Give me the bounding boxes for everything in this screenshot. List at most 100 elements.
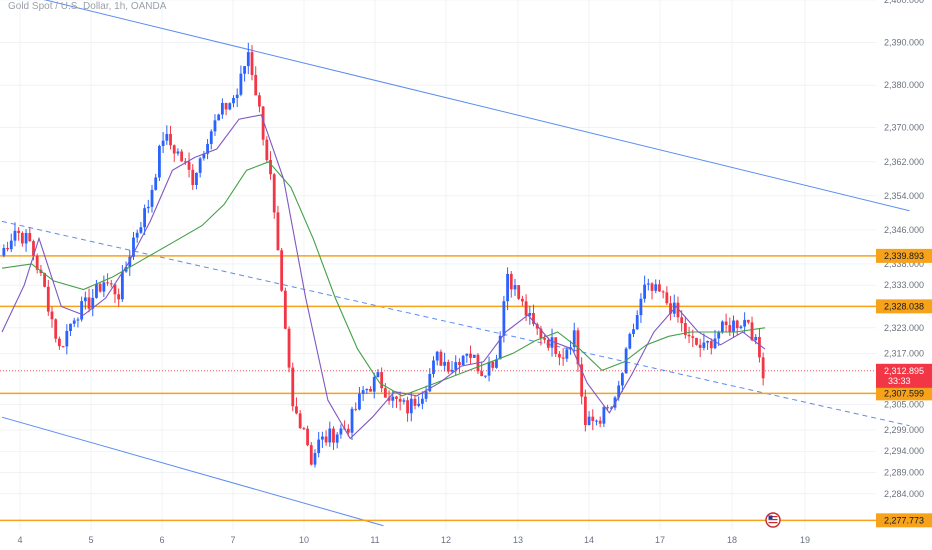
- x-tick-label: 6: [159, 535, 164, 545]
- candle-body: [95, 283, 98, 298]
- candle-body: [680, 317, 684, 324]
- candle-body: [650, 283, 654, 291]
- candle-body: [154, 177, 158, 190]
- candle-body: [739, 326, 743, 329]
- y-tick-label: 2,299.000: [884, 425, 924, 435]
- candle-body: [658, 284, 661, 292]
- candle-body: [65, 331, 69, 347]
- y-tick-label: 2,333.000: [884, 280, 924, 290]
- x-tick-label: 11: [370, 535, 379, 545]
- candle-body: [269, 160, 272, 175]
- x-tick-label: 5: [88, 535, 93, 545]
- candle-body: [487, 361, 491, 376]
- candle-body: [691, 336, 695, 338]
- candle-body: [713, 338, 717, 349]
- candle-body: [639, 298, 643, 316]
- candle-body: [132, 237, 135, 257]
- candle-body: [554, 337, 558, 355]
- candle-body: [32, 241, 35, 256]
- x-tick-label: 4: [17, 535, 22, 545]
- candle-body: [313, 453, 317, 465]
- candle-body: [295, 406, 298, 414]
- candle-body: [732, 320, 735, 332]
- candle-body: [98, 283, 102, 292]
- candle-body: [228, 103, 232, 110]
- candle-body: [598, 420, 602, 424]
- candle-body: [280, 250, 284, 291]
- candle-body: [443, 361, 447, 366]
- candle-body: [161, 140, 165, 146]
- candle-body: [191, 169, 195, 185]
- y-tick-label: 2,294.000: [884, 446, 924, 456]
- candle-body: [354, 408, 358, 410]
- candle-body: [369, 388, 372, 392]
- candle-body: [102, 282, 106, 292]
- candle-body: [235, 94, 239, 98]
- candle-body: [606, 407, 609, 409]
- x-tick-label: 19: [800, 535, 810, 545]
- candle-body: [46, 286, 50, 312]
- level-label: 2,339.893: [884, 251, 924, 261]
- candle-body: [43, 272, 46, 287]
- candle-body: [202, 153, 206, 159]
- y-tick-label: 2,338.000: [884, 259, 924, 269]
- candle-body: [420, 398, 424, 404]
- candle-body: [561, 357, 565, 359]
- trendline-channel-mid: [1, 220, 910, 427]
- candle-body: [332, 428, 335, 443]
- candle-body: [398, 398, 402, 402]
- candle-body: [609, 407, 613, 409]
- candle-body: [139, 227, 143, 233]
- level-label: 2,277.773: [884, 515, 924, 525]
- candle-body: [409, 398, 413, 414]
- candle-body: [391, 396, 395, 401]
- candle-body: [298, 413, 302, 429]
- candle-body: [376, 372, 380, 378]
- candle-body: [683, 323, 687, 335]
- candle-body: [632, 329, 635, 334]
- x-tick-label: 7: [230, 535, 235, 545]
- candle-body: [109, 283, 113, 285]
- candle-body: [413, 398, 417, 406]
- candle-body: [250, 52, 254, 75]
- candle-body: [272, 174, 276, 213]
- candle-body: [83, 297, 87, 302]
- candle-body: [450, 369, 454, 372]
- candle-body: [654, 284, 658, 291]
- candle-body: [246, 52, 250, 67]
- y-tick-label: 2,317.000: [884, 348, 924, 358]
- candle-body: [454, 362, 458, 370]
- candle-body: [91, 297, 95, 309]
- y-tick-label: 2,323.000: [884, 323, 924, 333]
- candle-body: [483, 375, 487, 377]
- candle-body: [602, 407, 606, 424]
- candle-body: [346, 428, 350, 433]
- candle-body: [180, 151, 184, 162]
- candle-body: [646, 283, 650, 285]
- y-tick-label: 2,284.000: [884, 489, 924, 499]
- candle-body: [13, 230, 17, 241]
- candle-body: [128, 256, 132, 267]
- candle-body: [72, 320, 76, 324]
- candle-body: [306, 428, 309, 446]
- candle-body: [6, 248, 9, 250]
- candle-body: [461, 355, 465, 366]
- candle-body: [172, 145, 176, 154]
- candle-body: [243, 66, 247, 74]
- candle-body: [239, 73, 243, 95]
- candle-body: [543, 338, 547, 340]
- candle-body: [320, 436, 324, 440]
- candle-body: [761, 357, 765, 379]
- candle-body: [328, 428, 332, 443]
- candle-body: [209, 131, 213, 144]
- candle-body: [572, 330, 576, 348]
- candle-body: [724, 321, 728, 326]
- candle-body: [261, 106, 265, 140]
- sma-fast-line: [1, 114, 766, 440]
- candle-body: [709, 341, 713, 349]
- x-tick-label: 14: [584, 535, 594, 545]
- level-label: 2,328.038: [884, 301, 924, 311]
- candle-body: [417, 403, 421, 406]
